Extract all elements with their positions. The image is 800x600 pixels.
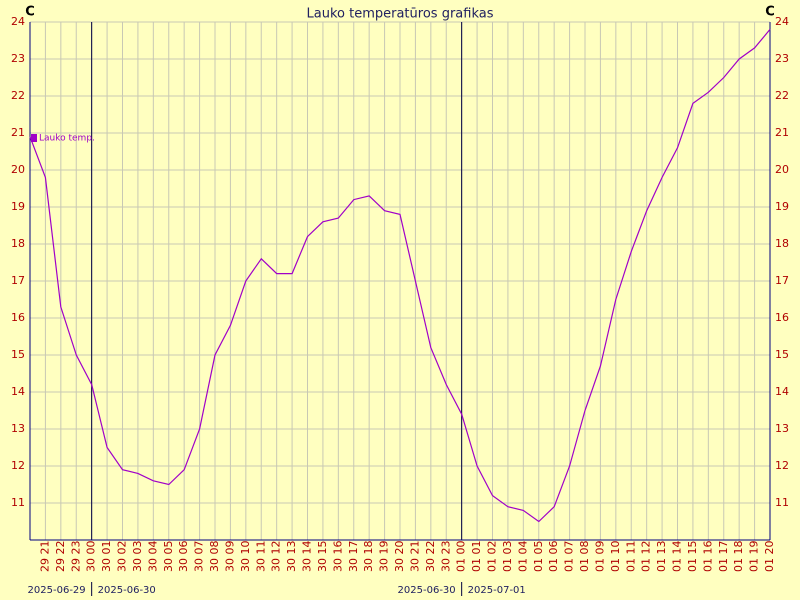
- y-tick-label: 15: [11, 348, 25, 361]
- day-label-before: 2025-06-29: [28, 585, 86, 596]
- x-tick-label: 01 11: [624, 541, 637, 573]
- chart-title: Lauko temperatūros grafikas: [307, 7, 494, 22]
- x-tick-label: 01 00: [455, 541, 468, 573]
- legend-label: Lauko temp.: [39, 134, 95, 144]
- y-tick-label: 18: [11, 237, 25, 250]
- y-tick-label: 17: [11, 274, 25, 287]
- y-tick-label-right: 14: [775, 385, 789, 398]
- x-tick-label: 01 09: [593, 541, 606, 573]
- y-tick-label-right: 11: [775, 496, 789, 509]
- y-tick-label: 20: [11, 163, 25, 176]
- y-tick-label: 23: [11, 52, 25, 65]
- y-tick-label-right: 20: [775, 163, 789, 176]
- x-tick-label: 01 17: [717, 541, 730, 573]
- x-tick-label: 30 20: [393, 541, 406, 573]
- x-tick-label: 01 02: [486, 541, 499, 573]
- x-tick-label: 01 04: [516, 541, 529, 573]
- x-tick-label: 01 08: [578, 541, 591, 573]
- x-tick-label: 01 18: [732, 541, 745, 573]
- x-tick-label: 30 09: [223, 541, 236, 573]
- x-tick-label: 30 04: [146, 541, 159, 573]
- y-tick-label-right: 24: [775, 15, 789, 28]
- y-tick-label: 12: [11, 459, 25, 472]
- x-tick-label: 30 11: [254, 541, 267, 573]
- x-tick-label: 01 10: [609, 541, 622, 573]
- y-tick-label-right: 22: [775, 89, 789, 102]
- x-tick-label: 30 22: [424, 541, 437, 573]
- x-tick-label: 30 08: [208, 541, 221, 573]
- day-label-before: 2025-06-30: [398, 585, 456, 596]
- y-tick-label: 11: [11, 496, 25, 509]
- x-tick-label: 30 13: [285, 541, 298, 573]
- x-tick-label: 30 19: [378, 541, 391, 573]
- x-tick-label: 01 03: [501, 541, 514, 573]
- y-tick-label-right: 23: [775, 52, 789, 65]
- x-tick-label: 30 07: [193, 541, 206, 573]
- x-tick-label: 01 07: [563, 541, 576, 573]
- y-tick-label: 19: [11, 200, 25, 213]
- x-tick-label: 30 06: [177, 541, 190, 573]
- y-tick-label-right: 12: [775, 459, 789, 472]
- x-tick-label: 30 14: [301, 541, 314, 573]
- x-tick-label: 30 02: [116, 541, 129, 573]
- y-tick-label-right: 18: [775, 237, 789, 250]
- x-tick-label: 01 13: [655, 541, 668, 573]
- x-tick-label: 30 10: [239, 541, 252, 573]
- x-tick-label: 29 22: [54, 541, 67, 573]
- x-tick-label: 01 19: [748, 541, 761, 573]
- legend-swatch: [31, 134, 37, 142]
- x-tick-label: 30 16: [331, 541, 344, 573]
- x-tick-label: 01 01: [470, 541, 483, 573]
- y-unit-right: C: [765, 5, 775, 20]
- y-tick-label-right: 19: [775, 200, 789, 213]
- x-tick-label: 01 14: [671, 541, 684, 573]
- x-tick-label: 01 05: [532, 541, 545, 573]
- x-tick-label: 30 01: [100, 541, 113, 573]
- x-tick-label: 29 23: [69, 541, 82, 573]
- y-tick-label-right: 21: [775, 126, 789, 139]
- x-tick-label: 29 21: [38, 541, 51, 573]
- y-tick-label-right: 15: [775, 348, 789, 361]
- x-tick-label: 01 16: [701, 541, 714, 573]
- x-tick-label: 01 06: [547, 541, 560, 573]
- x-tick-label: 30 12: [270, 541, 283, 573]
- y-tick-label: 21: [11, 126, 25, 139]
- y-tick-label: 14: [11, 385, 25, 398]
- x-tick-label: 30 05: [162, 541, 175, 573]
- x-tick-label: 30 17: [347, 541, 360, 573]
- y-tick-label-right: 16: [775, 311, 789, 324]
- temperature-line: [29, 29, 771, 523]
- y-tick-label-right: 17: [775, 274, 789, 287]
- day-label-after: 2025-07-01: [468, 585, 526, 596]
- x-tick-label: 01 15: [686, 541, 699, 573]
- x-tick-label: 30 18: [362, 541, 375, 573]
- y-tick-label: 13: [11, 422, 25, 435]
- day-label-after: 2025-06-30: [98, 585, 156, 596]
- x-tick-label: 30 00: [85, 541, 98, 573]
- x-tick-label: 30 03: [131, 541, 144, 573]
- x-tick-label: 30 23: [439, 541, 452, 573]
- y-unit-left: C: [25, 5, 35, 20]
- y-tick-label-right: 13: [775, 422, 789, 435]
- y-tick-label: 16: [11, 311, 25, 324]
- y-tick-label: 24: [11, 15, 25, 28]
- x-tick-label: 30 15: [316, 541, 329, 573]
- y-tick-label: 22: [11, 89, 25, 102]
- x-tick-label: 01 20: [763, 541, 776, 573]
- x-tick-label: 30 21: [408, 541, 421, 573]
- x-tick-label: 01 12: [640, 541, 653, 573]
